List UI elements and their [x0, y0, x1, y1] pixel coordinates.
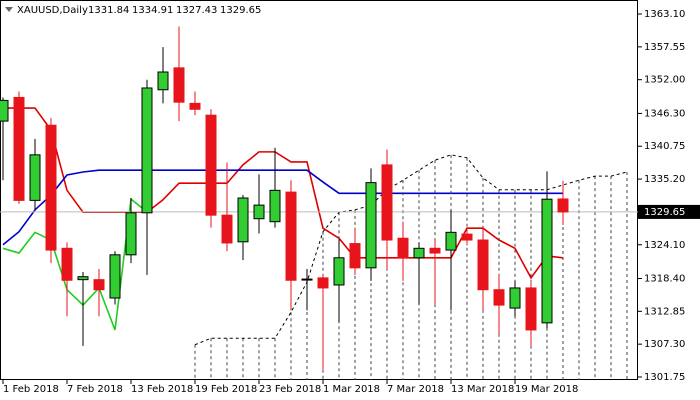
- y-tick-label: 1307.30: [644, 339, 685, 350]
- candle-body: [461, 233, 473, 241]
- y-tick-label: 1352.00: [644, 75, 685, 86]
- header-low: 1327.43: [176, 5, 217, 16]
- candle-body: [557, 198, 569, 213]
- x-tick-label: 13 Mar 2018: [451, 384, 514, 395]
- y-tick-label: 1357.55: [644, 42, 685, 53]
- candle-body: [93, 279, 105, 291]
- candle-body: [381, 164, 393, 241]
- symbol: XAUUSD,Daily: [17, 5, 88, 16]
- candle-body: [0, 99, 9, 122]
- candle-body: [173, 67, 185, 103]
- candle-body: [541, 198, 553, 324]
- candle-body: [141, 87, 153, 214]
- candle-body: [125, 212, 137, 256]
- x-tick-label: 13 Feb 2018: [131, 384, 193, 395]
- candle-body: [365, 182, 377, 269]
- y-tick-label: 1324.10: [644, 240, 685, 251]
- candle-body: [397, 237, 409, 259]
- price-label: 1329.65: [644, 207, 685, 218]
- candle-body: [13, 96, 25, 201]
- indicator-line: [2, 197, 148, 331]
- price-label-box: [638, 204, 700, 219]
- header-open: 1331.84: [88, 5, 129, 16]
- candle-body: [221, 214, 233, 244]
- candle-body: [269, 189, 281, 223]
- y-tick-label: 1340.75: [644, 141, 685, 152]
- candle-body: [509, 287, 521, 309]
- candle-body: [189, 102, 201, 110]
- y-tick-label: 1312.85: [644, 306, 685, 317]
- candle-body: [477, 239, 489, 291]
- candle-body: [317, 277, 329, 289]
- candle-body: [525, 287, 537, 331]
- candle-body: [29, 154, 41, 201]
- x-tick-label: 1 Mar 2018: [323, 384, 380, 395]
- candle-body: [493, 289, 505, 306]
- y-tick-label: 1346.30: [644, 108, 685, 119]
- candle-body: [109, 254, 121, 299]
- candle-body: [445, 231, 457, 251]
- x-tick-label: 23 Feb 2018: [259, 384, 321, 395]
- x-tick-label: 7 Feb 2018: [67, 384, 123, 395]
- candle-body: [349, 243, 361, 269]
- y-tick-label: 1335.20: [644, 174, 685, 185]
- candle-body: [205, 114, 217, 216]
- candle-body: [45, 124, 57, 251]
- x-tick-label: 19 Mar 2018: [515, 384, 578, 395]
- candle-body: [77, 276, 89, 281]
- candle-body: [157, 71, 169, 91]
- candle-body: [333, 257, 345, 286]
- candle-body: [429, 247, 441, 254]
- y-tick-label: 1363.10: [644, 9, 685, 20]
- candle-body: [301, 278, 313, 281]
- x-tick-label: 1 Feb 2018: [3, 384, 59, 395]
- candle-body: [285, 191, 297, 281]
- y-tick-label: 1318.40: [644, 273, 685, 284]
- candle-body: [253, 204, 265, 220]
- indicator-line: [2, 169, 563, 246]
- x-tick-label: 19 Feb 2018: [195, 384, 257, 395]
- candle-body: [61, 247, 73, 281]
- x-tick-label: 7 Mar 2018: [387, 384, 444, 395]
- candle-body: [413, 247, 425, 259]
- header-high: 1334.91: [132, 5, 173, 16]
- indicator-line: [194, 154, 628, 346]
- symbol-icon: [5, 7, 13, 12]
- header-close: 1329.65: [220, 5, 261, 16]
- y-tick-label: 1301.75: [644, 372, 685, 383]
- candle-body: [237, 197, 249, 243]
